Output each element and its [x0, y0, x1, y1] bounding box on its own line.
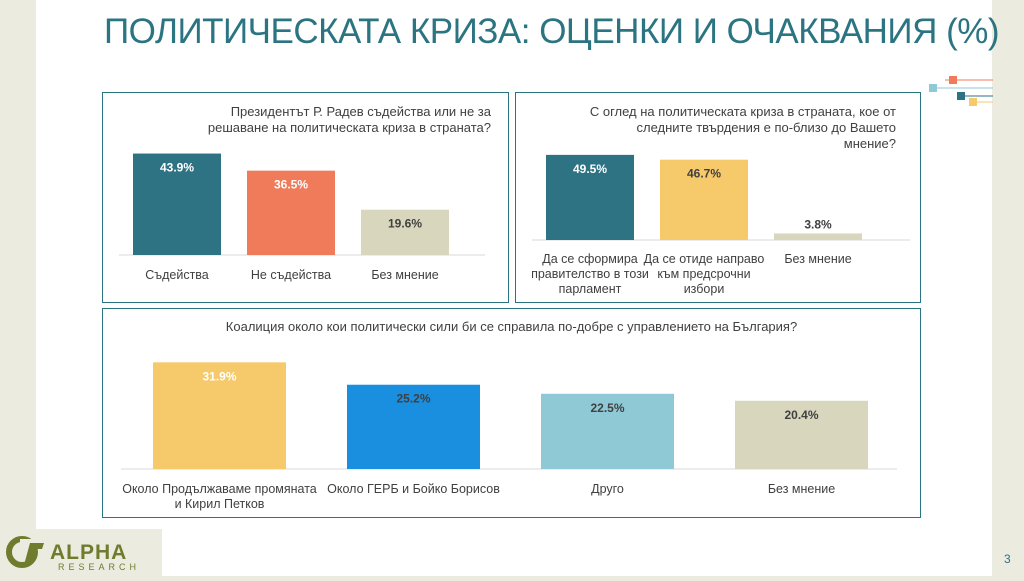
bar-chart-radev: 43.9% Съдейства 36.5% Не съдейства 19.6% Без …	[119, 153, 485, 282]
bar	[735, 400, 868, 469]
bar	[347, 384, 480, 469]
chart-question-radev: Президентът Р. Радев съдейства или не за…	[207, 104, 491, 135]
decorative-squares	[929, 76, 993, 106]
category-label: Без мнение	[371, 268, 438, 282]
chart-panel-coalition: Коалиция около кои политически сили би с…	[102, 308, 921, 518]
chart-panel-radev: Президентът Р. Радев съдейства или не за…	[102, 92, 509, 303]
category-label: Не съдейства	[251, 268, 331, 282]
chart-question-government: С оглед на политическата криза в странат…	[589, 104, 896, 151]
bar	[361, 209, 449, 255]
category-label: Около Продължаваме промяната и Кирил Петк…	[122, 482, 317, 511]
bar-chart-coalition: 31.9% Около Продължаваме промяната и Кирил…	[121, 362, 897, 511]
category-label: Друго	[591, 482, 624, 496]
logo-subtext: RESEARCH	[58, 562, 140, 572]
data-label: 3.8%	[804, 217, 832, 231]
chart-question-coalition: Коалиция около кои политически сили би с…	[225, 319, 798, 334]
bar	[774, 233, 862, 240]
logo-mark-icon: ALPHA RESEARCH	[6, 536, 140, 572]
chart-panel-government: С оглед на политическата криза в странат…	[515, 92, 921, 303]
page-number: 3	[1004, 552, 1011, 566]
data-label: 36.5%	[274, 178, 308, 192]
data-label: 20.4%	[784, 408, 818, 422]
category-label: Без мнение	[768, 482, 835, 496]
category-label: Съдейства	[145, 268, 209, 282]
data-label: 46.7%	[687, 167, 721, 181]
bar	[247, 170, 335, 255]
category-label: Да се отиде направо към предсрочни избори	[644, 252, 765, 296]
bar	[546, 154, 634, 240]
bar-chart-government: 49.5% Да се сформира правителство в този па…	[531, 154, 910, 296]
data-label: 31.9%	[202, 369, 236, 383]
bar	[660, 159, 748, 240]
page-title: ПОЛИТИЧЕСКАТА КРИЗА: ОЦЕНКИ И ОЧАКВАНИЯ …	[104, 12, 1000, 51]
data-label: 19.6%	[388, 217, 422, 231]
category-label: Около ГЕРБ и Бойко Борисов	[327, 482, 500, 496]
category-label: Да се сформира правителство в този парламе…	[531, 252, 649, 296]
data-label: 25.2%	[396, 392, 430, 406]
category-label: Без мнение	[784, 252, 851, 266]
bar	[541, 393, 674, 469]
bar	[153, 362, 286, 469]
data-label: 49.5%	[573, 162, 607, 176]
alpha-research-logo: ALPHA RESEARCH	[0, 529, 162, 576]
data-label: 22.5%	[590, 401, 624, 415]
data-label: 43.9%	[160, 161, 194, 175]
bar	[133, 153, 221, 255]
logo-text: ALPHA	[50, 541, 127, 564]
